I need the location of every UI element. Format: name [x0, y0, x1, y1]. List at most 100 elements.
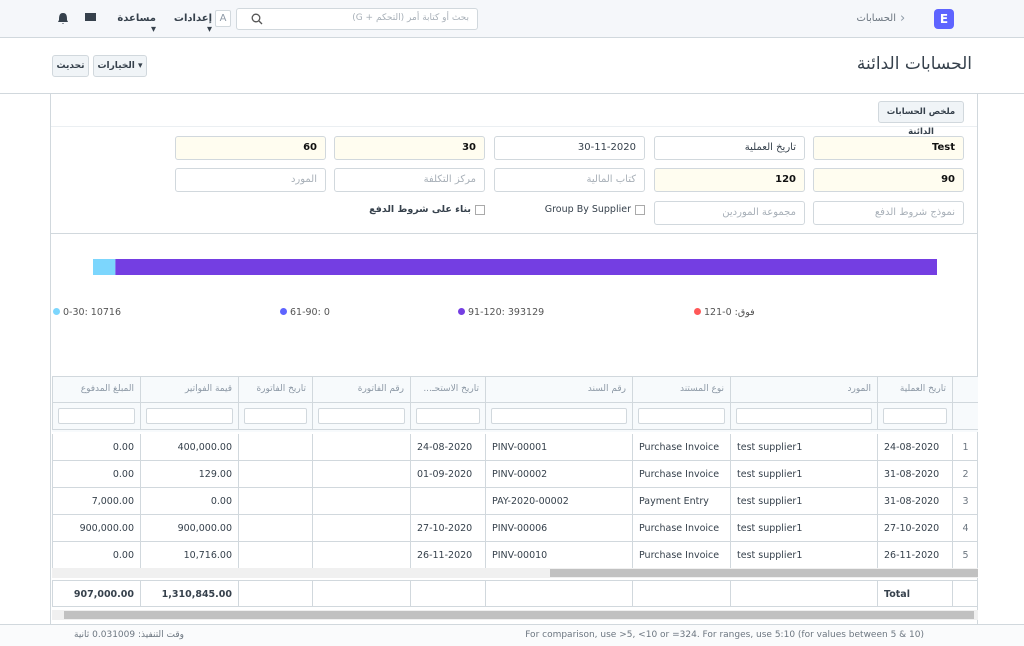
legend-item: 61-90: 0 — [280, 307, 330, 318]
filter-input[interactable]: 60 — [175, 136, 326, 160]
logo[interactable]: E — [934, 9, 954, 29]
table-cell: test supplier1 — [730, 542, 877, 569]
table-cell: 0.00 — [52, 434, 140, 461]
column-header: المبلغ المدفوع — [52, 376, 140, 403]
legend-label: 0-30 — [63, 307, 85, 318]
filter-input[interactable]: المورد — [175, 168, 326, 192]
scrollbar[interactable] — [52, 568, 978, 578]
table-cell: Payment Entry — [632, 488, 730, 515]
page-title: الحسابات الدائنة — [856, 54, 972, 74]
filter-input[interactable]: 90 — [813, 168, 964, 192]
legend-dot — [53, 308, 60, 315]
total-cell — [730, 580, 877, 607]
table-cell: 27-10-2020 — [410, 515, 485, 542]
scroll-thumb[interactable] — [64, 611, 974, 619]
column-filter[interactable] — [883, 408, 947, 424]
table-cell: test supplier1 — [730, 488, 877, 515]
filter-help: For comparison, use >5, <10 or =324. For… — [525, 630, 924, 640]
column-filter[interactable] — [244, 408, 307, 424]
filter-cell — [877, 403, 952, 430]
checkbox-field[interactable]: Group By Supplier — [494, 204, 645, 215]
total-cell: 907,000.00 — [52, 580, 140, 607]
column-header: نوع المستند — [632, 376, 730, 403]
filter-cell — [410, 403, 485, 430]
header-cell — [952, 403, 978, 430]
checkbox[interactable] — [475, 204, 485, 215]
filter-cell — [140, 403, 238, 430]
scroll-thumb[interactable] — [550, 569, 978, 577]
table-cell: PINV-00002 — [485, 461, 632, 488]
refresh-button[interactable]: تحديث — [52, 55, 89, 77]
table-cell: 26-11-2020 — [877, 542, 952, 569]
legend-dot — [694, 308, 701, 315]
legend-item: 0-30: 10716 — [53, 307, 121, 318]
column-filter[interactable] — [491, 408, 627, 424]
filter-input[interactable]: كتاب المالية — [494, 168, 645, 192]
table-cell: Purchase Invoice — [632, 542, 730, 569]
legend-value: 393129 — [507, 307, 545, 318]
search-icon — [251, 13, 263, 25]
column-filter[interactable] — [638, 408, 725, 424]
table-cell: 26-11-2020 — [410, 542, 485, 569]
avatar[interactable]: A — [215, 10, 231, 27]
filter-cell — [52, 403, 140, 430]
table-cell: 0.00 — [52, 542, 140, 569]
filter-input[interactable]: نموذج شروط الدفع — [813, 201, 964, 225]
filter-input[interactable]: 30-11-2020 — [494, 136, 645, 160]
checkbox-field[interactable]: بناء على شروط الدفع — [334, 204, 485, 215]
column-filter[interactable] — [146, 408, 233, 424]
options-button[interactable]: الخيارات ▾ — [93, 55, 147, 77]
table-cell — [238, 461, 312, 488]
total-cell — [485, 580, 632, 607]
checkbox[interactable] — [635, 204, 645, 215]
table-cell: Purchase Invoice — [632, 461, 730, 488]
execution-time: وقت التنفيذ: 0.031009 ثانية — [74, 630, 185, 640]
table-cell — [410, 488, 485, 515]
summary-button[interactable]: ملخص الحسابات الدائنة — [878, 101, 964, 137]
table-cell: 0.00 — [140, 488, 238, 515]
chat-icon[interactable] — [84, 11, 98, 25]
table-cell — [238, 542, 312, 569]
filter-input[interactable]: تاريخ العملية — [654, 136, 805, 160]
column-filter[interactable] — [416, 408, 480, 424]
filter-input[interactable]: مجموعة الموردين — [654, 201, 805, 225]
legend-value: 0 — [725, 307, 732, 318]
table-cell: 129.00 — [140, 461, 238, 488]
table-cell — [238, 434, 312, 461]
help-menu[interactable]: مساعدة ▾ — [117, 13, 156, 35]
column-header: تاريخ الاستحـ... — [410, 376, 485, 403]
scrollbar[interactable] — [52, 610, 978, 620]
table-cell — [312, 515, 410, 542]
filter-input[interactable]: Test — [813, 136, 964, 160]
table-cell: 5 — [952, 542, 978, 569]
table-cell: PINV-00010 — [485, 542, 632, 569]
column-filter[interactable] — [736, 408, 872, 424]
filter-input[interactable]: مركز التكلفة — [334, 168, 485, 192]
table-cell — [312, 488, 410, 515]
breadcrumb[interactable]: الحسابات — [856, 13, 897, 24]
table-cell — [238, 488, 312, 515]
search-box[interactable]: بحث أو كتابة أمر (التحكم + G) — [236, 8, 478, 30]
column-filter[interactable] — [58, 408, 135, 424]
total-cell — [238, 580, 312, 607]
table-cell: test supplier1 — [730, 515, 877, 542]
legend-dot — [458, 308, 465, 315]
bell-icon[interactable] — [57, 12, 69, 25]
legend-sep: : — [731, 307, 738, 318]
legend-value: 10716 — [90, 307, 122, 318]
options-label: الخيارات — [97, 61, 135, 71]
chart: 0-30: 10716 61-90: 0 91-120: 393129 121-فوق… — [51, 234, 977, 375]
table-cell: 10,716.00 — [140, 542, 238, 569]
column-header: المورد — [730, 376, 877, 403]
table-cell: 31-08-2020 — [877, 461, 952, 488]
legend-sep: : — [84, 307, 91, 318]
filter-input[interactable]: 120 — [654, 168, 805, 192]
column-filter[interactable] — [318, 408, 405, 424]
report-panel: ملخص الحسابات الدائنة 0-30: 10716 61-90: … — [50, 94, 978, 624]
filter-input[interactable]: 30 — [334, 136, 485, 160]
legend-dot — [280, 308, 287, 315]
table-cell: 900,000.00 — [52, 515, 140, 542]
settings-menu[interactable]: إعدادات ▾ — [173, 13, 212, 35]
filter-cell — [730, 403, 877, 430]
